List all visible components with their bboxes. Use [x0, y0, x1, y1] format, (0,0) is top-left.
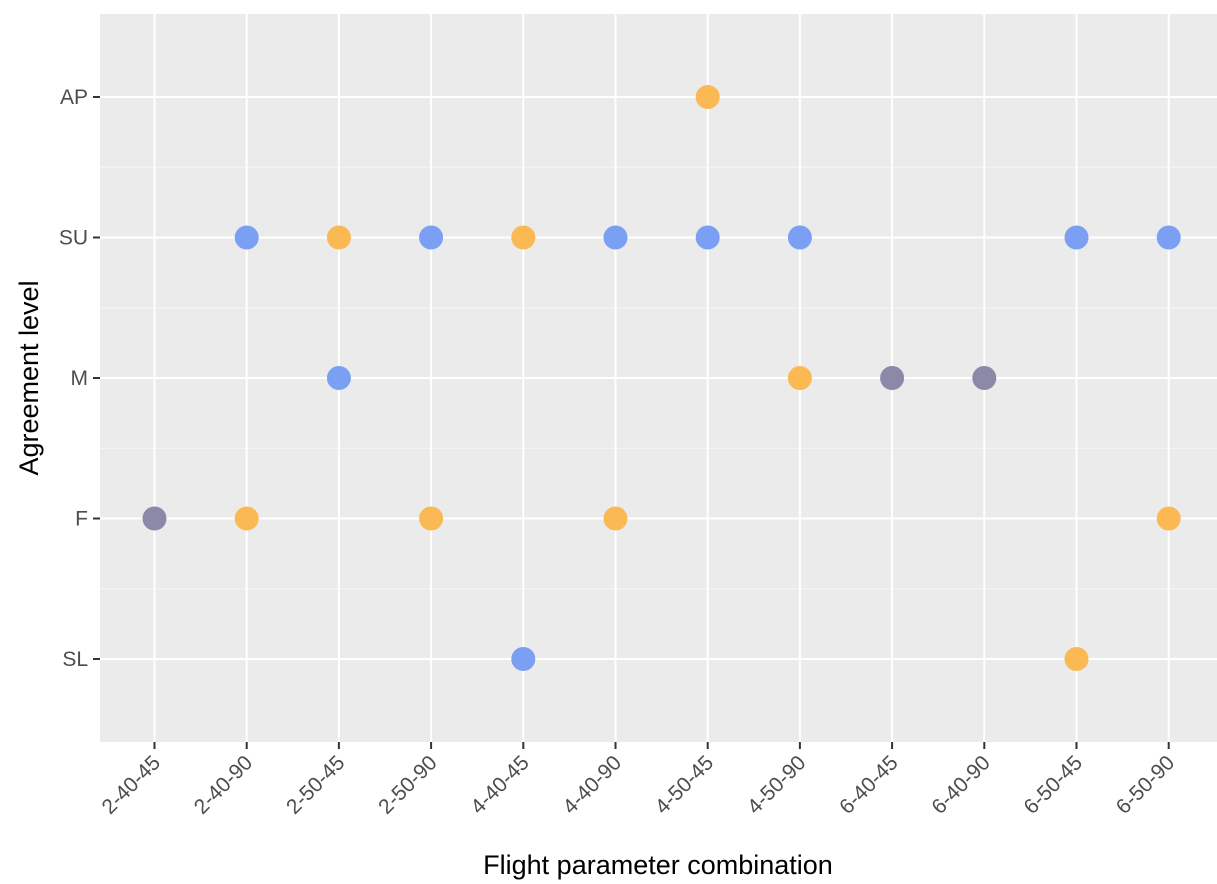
point-2-50-90-su	[419, 225, 444, 250]
x-tick-label-6-40-45: 6-40-45	[835, 751, 902, 818]
x-tick-label-2-50-90: 2-50-90	[374, 751, 441, 818]
point-2-40-45-f	[142, 506, 167, 531]
point-6-50-90-su	[1156, 225, 1181, 250]
major-gridlines	[100, 14, 1217, 742]
point-4-40-90-su	[603, 225, 628, 250]
y-axis: SL F M SU AP	[59, 86, 100, 671]
point-2-50-45-su	[326, 225, 351, 250]
x-axis-title: Flight parameter combination	[483, 850, 833, 880]
point-4-50-45-su	[695, 225, 720, 250]
x-tick-label-4-40-90: 4-40-90	[559, 751, 626, 818]
y-tick-label-ap: AP	[60, 86, 88, 109]
point-6-50-90-f	[1156, 506, 1181, 531]
x-tick-label-6-50-90: 6-50-90	[1112, 751, 1179, 818]
x-tick-label-2-40-45: 2-40-45	[98, 751, 165, 818]
point-4-50-45-ap	[695, 85, 720, 109]
data-points	[142, 85, 1181, 671]
point-4-50-90-su	[787, 225, 812, 250]
point-4-40-45-sl	[511, 647, 536, 671]
point-2-50-45-m	[326, 366, 351, 390]
point-6-50-45-su	[1064, 225, 1089, 250]
point-4-40-90-f	[603, 506, 628, 531]
point-6-40-90-m	[972, 366, 997, 390]
point-6-50-45-sl	[1064, 647, 1089, 671]
minor-gridlines	[100, 166, 1217, 590]
point-6-40-45-m	[880, 366, 905, 390]
y-tick-label-su: SU	[59, 227, 88, 250]
x-tick-label-2-40-90: 2-40-90	[190, 751, 257, 818]
y-axis-title: Agreement level	[14, 280, 44, 475]
x-tick-label-6-50-45: 6-50-45	[1020, 751, 1087, 818]
x-tick-label-4-40-45: 4-40-45	[466, 751, 533, 818]
point-2-40-90-su	[234, 225, 259, 250]
y-tick-label-m: M	[71, 367, 89, 390]
point-2-40-90-f	[234, 506, 259, 531]
x-tick-label-6-40-90: 6-40-90	[927, 751, 994, 818]
x-axis: 2-40-45 2-40-90 2-50-45 2-50-90 4-40-45 4-40-…	[98, 742, 1179, 819]
y-tick-label-f: F	[75, 508, 88, 531]
point-2-50-90-f	[419, 506, 444, 531]
x-tick-label-4-50-90: 4-50-90	[743, 751, 810, 818]
x-tick-label-2-50-45: 2-50-45	[282, 751, 349, 818]
y-tick-label-sl: SL	[62, 648, 88, 671]
x-tick-label-4-50-45: 4-50-45	[651, 751, 718, 818]
point-4-50-90-m	[787, 366, 812, 390]
point-4-40-45-su	[511, 225, 536, 250]
